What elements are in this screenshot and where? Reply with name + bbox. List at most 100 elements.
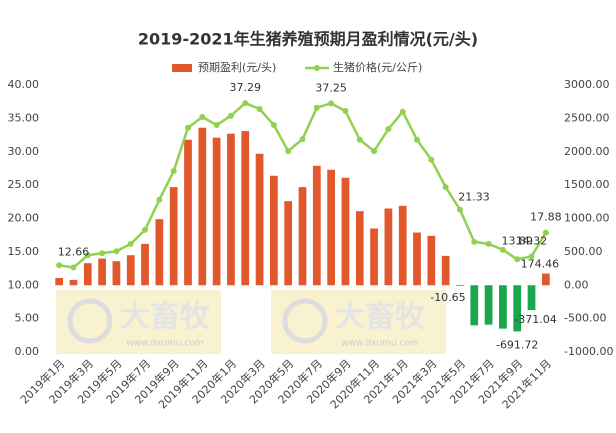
bar	[198, 127, 207, 286]
watermark-url: www.dxumu.com	[341, 339, 418, 349]
point	[442, 184, 449, 191]
legend-label: 预期盈利(元/头)	[198, 61, 276, 74]
point	[242, 100, 249, 107]
bar	[341, 177, 350, 286]
point	[142, 226, 149, 233]
point	[399, 108, 406, 115]
y2-tick-label: 3000.00	[564, 78, 610, 91]
bar	[513, 285, 522, 332]
point	[213, 122, 220, 129]
y2-tick-label: 1000.00	[564, 212, 610, 225]
point	[528, 253, 535, 260]
legend-marker	[314, 65, 320, 71]
bar	[470, 285, 479, 326]
y-tick-label: 20.00	[8, 212, 40, 225]
bar	[298, 187, 307, 286]
value-label: 37.29	[229, 81, 261, 94]
point	[428, 156, 435, 163]
point	[170, 168, 177, 175]
bar	[384, 208, 393, 286]
bar	[255, 153, 264, 286]
y2-tick-label: 1500.00	[564, 178, 610, 191]
value-label: 37.25	[315, 81, 347, 94]
bar	[141, 243, 149, 286]
point	[285, 148, 292, 155]
bar	[227, 133, 235, 286]
y-tick-label: 40.00	[8, 78, 40, 91]
bar	[184, 139, 192, 286]
y2-tick-label: -1000.00	[564, 345, 613, 358]
point	[456, 206, 463, 213]
y-tick-label: 0.00	[15, 345, 40, 358]
bar	[126, 255, 135, 286]
point	[256, 106, 263, 113]
point	[184, 124, 191, 131]
legend-swatch	[172, 64, 192, 72]
point	[514, 256, 521, 263]
point	[356, 136, 363, 143]
point	[127, 240, 134, 247]
point	[371, 148, 378, 155]
y-tick-label: 15.00	[8, 245, 40, 258]
y2-tick-label: 2500.00	[564, 111, 610, 124]
bar	[69, 279, 78, 286]
point	[385, 126, 392, 133]
point	[84, 252, 91, 259]
point	[542, 229, 549, 236]
y-tick-label: 35.00	[8, 111, 40, 124]
bar	[499, 285, 507, 329]
bar	[155, 219, 164, 286]
point	[328, 100, 335, 107]
point	[70, 264, 77, 271]
bar	[427, 235, 436, 286]
bar	[456, 285, 464, 286]
bar	[55, 277, 64, 286]
value-label: 12.66	[58, 245, 90, 258]
point	[56, 262, 63, 269]
bar	[169, 187, 178, 286]
point	[299, 136, 306, 143]
bar	[355, 211, 364, 286]
bar	[112, 261, 121, 286]
bar	[527, 285, 536, 311]
watermark-logo	[67, 298, 113, 344]
point	[113, 248, 120, 255]
value-label: 17.88	[530, 211, 562, 224]
watermark-text: 大畜牧	[335, 300, 426, 335]
bar	[398, 205, 407, 286]
point	[156, 196, 163, 203]
value-label: 13.89	[501, 234, 533, 247]
point	[199, 114, 206, 121]
y2-tick-label: 0.00	[564, 278, 589, 291]
bar	[541, 273, 550, 286]
point	[270, 122, 277, 129]
bar	[327, 169, 335, 286]
bar	[441, 255, 450, 286]
bar	[484, 285, 493, 325]
bar	[370, 228, 378, 286]
point	[342, 108, 349, 115]
y2-tick-label: 2000.00	[564, 145, 610, 158]
value-label: 174.46	[521, 258, 560, 271]
bar	[270, 175, 278, 286]
bar	[312, 165, 321, 286]
chart-title: 2019-2021年生猪养殖预期月盈利情况(元/头)	[138, 30, 478, 49]
point	[99, 250, 106, 257]
value-label: 14.32	[516, 234, 548, 247]
y2-tick-label: 500.00	[564, 245, 603, 258]
y-tick-label: 30.00	[8, 145, 40, 158]
y-tick-label: 25.00	[8, 178, 40, 191]
y-tick-label: 10.00	[8, 278, 40, 291]
point	[471, 238, 478, 245]
bar	[98, 258, 106, 286]
value-label: -10.65	[430, 291, 465, 304]
y2-tick-label: -500.00	[564, 312, 606, 325]
point	[414, 136, 421, 143]
point	[227, 112, 234, 119]
y-tick-label: 5.00	[15, 312, 40, 325]
legend-label: 生猪价格(元/公斤)	[333, 60, 422, 74]
bar	[241, 131, 250, 286]
